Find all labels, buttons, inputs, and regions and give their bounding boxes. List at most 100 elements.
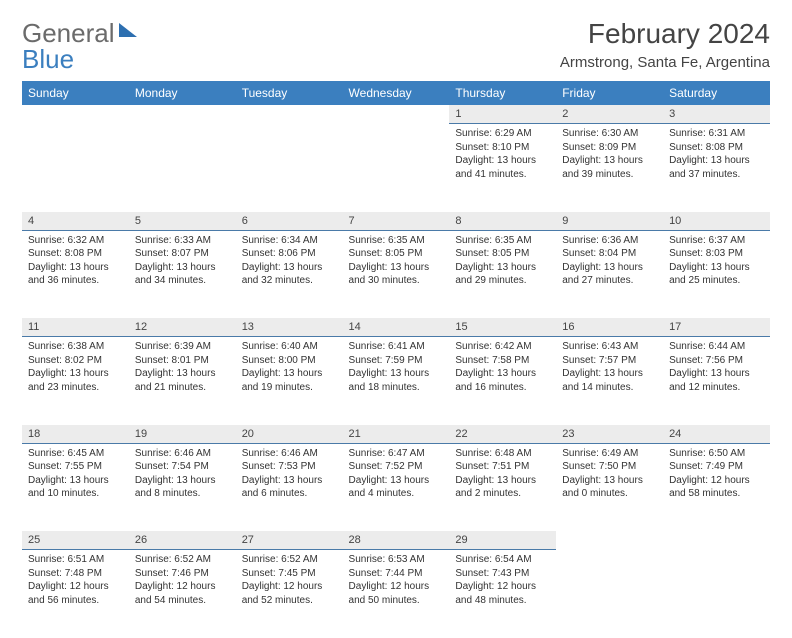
day-number-cell: 26 [129, 531, 236, 550]
day-info-cell: Sunrise: 6:39 AMSunset: 8:01 PMDaylight:… [129, 337, 236, 425]
daylight-text: Daylight: 13 hours [455, 154, 550, 168]
daylight-text: and 6 minutes. [242, 487, 337, 501]
day-number-cell: 28 [343, 531, 450, 550]
sunset-text: Sunset: 7:53 PM [242, 460, 337, 474]
daylight-text: Daylight: 13 hours [562, 367, 657, 381]
day-number-cell [129, 105, 236, 124]
day-number-cell: 10 [663, 212, 770, 231]
day-info-cell: Sunrise: 6:35 AMSunset: 8:05 PMDaylight:… [449, 230, 556, 318]
daylight-text: Daylight: 13 hours [669, 261, 764, 275]
day-info-cell: Sunrise: 6:48 AMSunset: 7:51 PMDaylight:… [449, 443, 556, 531]
day-info-cell: Sunrise: 6:40 AMSunset: 8:00 PMDaylight:… [236, 337, 343, 425]
day-info-cell: Sunrise: 6:52 AMSunset: 7:46 PMDaylight:… [129, 550, 236, 638]
daylight-text: Daylight: 13 hours [669, 367, 764, 381]
daylight-text: and 54 minutes. [135, 594, 230, 608]
sunrise-text: Sunrise: 6:44 AM [669, 340, 764, 354]
sunset-text: Sunset: 7:58 PM [455, 354, 550, 368]
daylight-text: and 50 minutes. [349, 594, 444, 608]
sunrise-text: Sunrise: 6:34 AM [242, 234, 337, 248]
day-number-cell: 13 [236, 318, 343, 337]
daylight-text: Daylight: 13 hours [242, 261, 337, 275]
daylight-text: Daylight: 12 hours [242, 580, 337, 594]
daylight-text: and 39 minutes. [562, 168, 657, 182]
sunset-text: Sunset: 8:00 PM [242, 354, 337, 368]
day-number-cell: 3 [663, 105, 770, 124]
day-number-cell: 2 [556, 105, 663, 124]
day-number-cell: 19 [129, 425, 236, 444]
sunset-text: Sunset: 7:50 PM [562, 460, 657, 474]
daylight-text: and 0 minutes. [562, 487, 657, 501]
daylight-text: Daylight: 13 hours [28, 261, 123, 275]
sunrise-text: Sunrise: 6:42 AM [455, 340, 550, 354]
day-number-cell: 25 [22, 531, 129, 550]
day-info-cell: Sunrise: 6:49 AMSunset: 7:50 PMDaylight:… [556, 443, 663, 531]
day-info-cell: Sunrise: 6:44 AMSunset: 7:56 PMDaylight:… [663, 337, 770, 425]
day-number-cell: 1 [449, 105, 556, 124]
calendar-table: Sunday Monday Tuesday Wednesday Thursday… [22, 81, 770, 638]
day-number-cell: 16 [556, 318, 663, 337]
day-number-cell: 29 [449, 531, 556, 550]
daylight-text: Daylight: 13 hours [669, 154, 764, 168]
sunrise-text: Sunrise: 6:36 AM [562, 234, 657, 248]
daylight-text: Daylight: 12 hours [28, 580, 123, 594]
daylight-text: and 25 minutes. [669, 274, 764, 288]
daynum-row: 45678910 [22, 212, 770, 231]
sunset-text: Sunset: 8:09 PM [562, 141, 657, 155]
daylight-text: and 32 minutes. [242, 274, 337, 288]
day-number-cell: 8 [449, 212, 556, 231]
day-info-cell: Sunrise: 6:53 AMSunset: 7:44 PMDaylight:… [343, 550, 450, 638]
weekday-header: Sunday [22, 81, 129, 105]
sunset-text: Sunset: 7:59 PM [349, 354, 444, 368]
sunset-text: Sunset: 8:03 PM [669, 247, 764, 261]
daylight-text: Daylight: 13 hours [28, 474, 123, 488]
sunrise-text: Sunrise: 6:52 AM [242, 553, 337, 567]
sunset-text: Sunset: 7:46 PM [135, 567, 230, 581]
weekday-header: Wednesday [343, 81, 450, 105]
sunrise-text: Sunrise: 6:46 AM [242, 447, 337, 461]
info-row: Sunrise: 6:29 AMSunset: 8:10 PMDaylight:… [22, 124, 770, 212]
daylight-text: and 29 minutes. [455, 274, 550, 288]
brand-part2: Blue [22, 44, 74, 75]
daylight-text: Daylight: 13 hours [242, 367, 337, 381]
daylight-text: Daylight: 13 hours [135, 367, 230, 381]
day-info-cell: Sunrise: 6:38 AMSunset: 8:02 PMDaylight:… [22, 337, 129, 425]
weekday-header: Tuesday [236, 81, 343, 105]
sunrise-text: Sunrise: 6:37 AM [669, 234, 764, 248]
day-info-cell [129, 124, 236, 212]
sunrise-text: Sunrise: 6:46 AM [135, 447, 230, 461]
sunrise-text: Sunrise: 6:49 AM [562, 447, 657, 461]
day-info-cell: Sunrise: 6:35 AMSunset: 8:05 PMDaylight:… [343, 230, 450, 318]
sunrise-text: Sunrise: 6:35 AM [455, 234, 550, 248]
weekday-header: Friday [556, 81, 663, 105]
logo-triangle-icon [119, 23, 137, 37]
weekday-header: Monday [129, 81, 236, 105]
day-number-cell: 23 [556, 425, 663, 444]
day-number-cell [343, 105, 450, 124]
sunset-text: Sunset: 8:08 PM [669, 141, 764, 155]
daylight-text: and 52 minutes. [242, 594, 337, 608]
daylight-text: and 2 minutes. [455, 487, 550, 501]
daylight-text: and 36 minutes. [28, 274, 123, 288]
day-number-cell: 18 [22, 425, 129, 444]
daylight-text: Daylight: 12 hours [455, 580, 550, 594]
daylight-text: Daylight: 13 hours [349, 367, 444, 381]
daylight-text: Daylight: 13 hours [455, 367, 550, 381]
day-info-cell: Sunrise: 6:29 AMSunset: 8:10 PMDaylight:… [449, 124, 556, 212]
sunrise-text: Sunrise: 6:52 AM [135, 553, 230, 567]
title-block: February 2024 Armstrong, Santa Fe, Argen… [560, 18, 770, 71]
sunset-text: Sunset: 8:07 PM [135, 247, 230, 261]
sunrise-text: Sunrise: 6:47 AM [349, 447, 444, 461]
day-info-cell: Sunrise: 6:47 AMSunset: 7:52 PMDaylight:… [343, 443, 450, 531]
daylight-text: Daylight: 13 hours [135, 474, 230, 488]
info-row: Sunrise: 6:38 AMSunset: 8:02 PMDaylight:… [22, 337, 770, 425]
sunrise-text: Sunrise: 6:31 AM [669, 127, 764, 141]
daylight-text: and 8 minutes. [135, 487, 230, 501]
day-info-cell [343, 124, 450, 212]
sunset-text: Sunset: 8:05 PM [349, 247, 444, 261]
day-info-cell [22, 124, 129, 212]
sunrise-text: Sunrise: 6:38 AM [28, 340, 123, 354]
daylight-text: and 56 minutes. [28, 594, 123, 608]
daylight-text: Daylight: 13 hours [562, 261, 657, 275]
sunset-text: Sunset: 8:10 PM [455, 141, 550, 155]
day-info-cell: Sunrise: 6:50 AMSunset: 7:49 PMDaylight:… [663, 443, 770, 531]
